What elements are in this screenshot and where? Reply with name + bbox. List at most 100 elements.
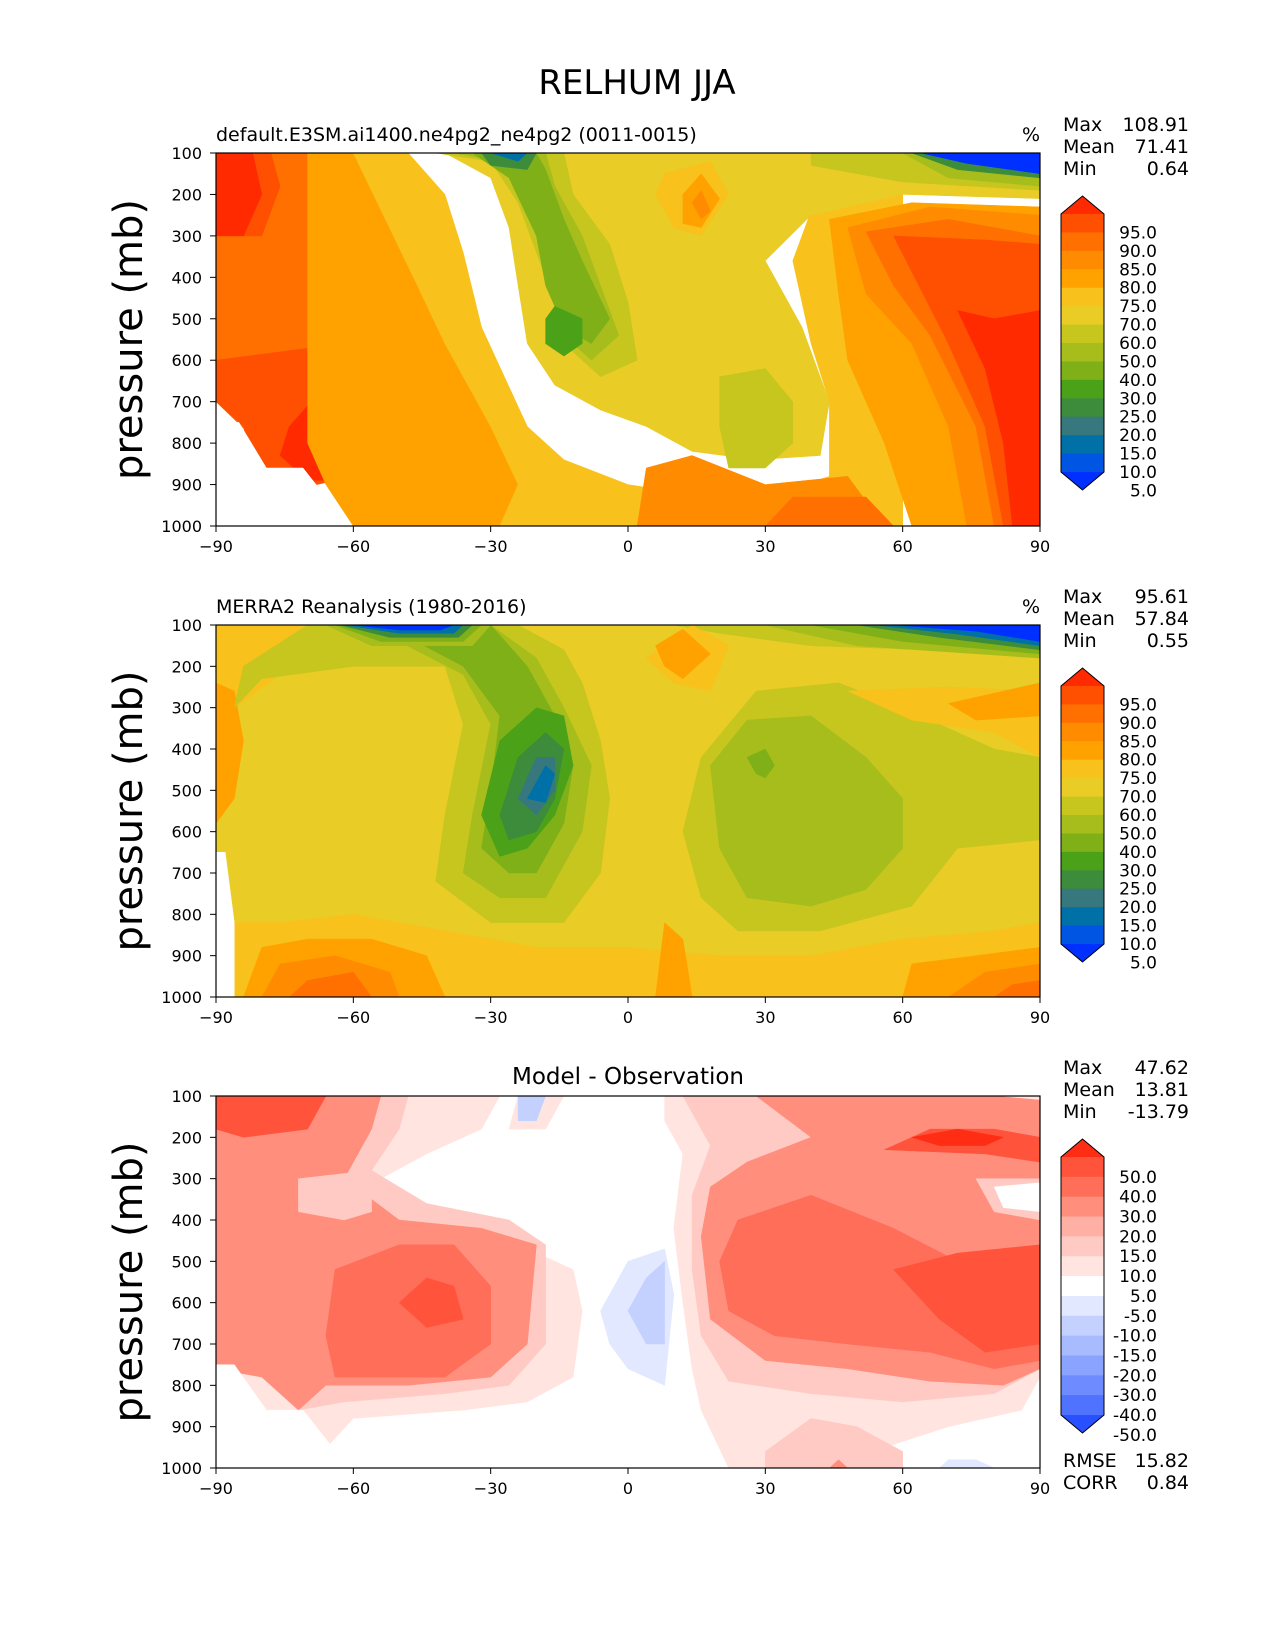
y-axis-label: pressure (mb)	[106, 670, 152, 951]
y-tick-label: 400	[171, 268, 202, 287]
stat-value: 57.84	[1135, 608, 1189, 630]
y-tick-label: 500	[171, 310, 202, 329]
colorbar-swatch	[1061, 704, 1104, 724]
x-tick-label: −90	[199, 1479, 233, 1498]
x-tick-label: 60	[892, 1008, 912, 1027]
colorbar-tick-label: 30.0	[1119, 389, 1157, 409]
colorbar-tick-label: 40.0	[1119, 371, 1157, 391]
stat-label: Min	[1063, 1101, 1097, 1123]
contour-region	[545, 306, 583, 357]
colorbar-swatch	[1061, 1355, 1104, 1376]
footer-stat-value: 15.82	[1135, 1450, 1189, 1472]
colorbar-swatch	[1061, 269, 1104, 289]
stat-label: Max	[1063, 114, 1102, 136]
x-tick-label: 90	[1030, 537, 1050, 556]
stat-value: 108.91	[1123, 114, 1189, 136]
y-tick-label: 1000	[161, 988, 202, 1007]
x-tick-label: −30	[474, 1479, 508, 1498]
colorbar-swatch	[1061, 907, 1104, 927]
colorbar-tick-label: 25.0	[1119, 880, 1157, 900]
contour-region	[527, 765, 556, 803]
x-tick-label: 0	[623, 1008, 633, 1027]
colorbar-swatch	[1061, 214, 1104, 234]
colorbar-swatch	[1061, 250, 1104, 270]
y-tick-label: 200	[171, 1128, 202, 1147]
colorbar-swatch	[1061, 1196, 1104, 1218]
colorbar-swatch	[1061, 686, 1104, 706]
footer-stat-label: CORR	[1063, 1472, 1118, 1494]
colorbar-tick-label: 75.0	[1119, 297, 1157, 317]
y-tick-label: 900	[171, 947, 202, 966]
colorbar-tick-label: -20.0	[1113, 1366, 1157, 1386]
colorbar-swatch	[1061, 741, 1104, 761]
contour-region	[655, 628, 711, 679]
colorbar-tick-label: -50.0	[1113, 1426, 1157, 1446]
contour-region	[765, 1418, 903, 1468]
colorbar-tick-label: 95.0	[1119, 223, 1157, 243]
units-label: %	[1022, 124, 1040, 146]
colorbar-swatch	[1061, 759, 1104, 779]
contour-region	[993, 980, 1040, 997]
contour-region	[893, 1244, 1040, 1353]
colorbar-swatch	[1061, 435, 1104, 455]
colorbar-tick-label: 80.0	[1119, 751, 1157, 771]
contour-region	[829, 1459, 848, 1468]
colorbar-swatch	[1061, 778, 1104, 798]
colorbar-swatch	[1061, 379, 1104, 399]
contour-region	[216, 153, 263, 237]
y-tick-label: 300	[171, 699, 202, 718]
stat-value: -13.79	[1128, 1101, 1189, 1123]
colorbar-swatch	[1061, 287, 1104, 307]
contour-region	[216, 1096, 327, 1138]
x-tick-label: −60	[336, 537, 370, 556]
contour-region	[765, 496, 894, 526]
y-tick-label: 500	[171, 781, 202, 800]
stat-value: 13.81	[1135, 1079, 1189, 1101]
colorbar-tick-label: 70.0	[1119, 788, 1157, 808]
contour-region	[993, 1182, 1040, 1212]
colorbar: 50.040.030.020.015.010.05.0-5.0-10.0-15.…	[1060, 1138, 1157, 1446]
colorbar-tick-label: -5.0	[1124, 1307, 1157, 1327]
contour-region	[957, 310, 1040, 526]
colorbar-outline	[1060, 667, 1105, 963]
colorbar-swatch	[1061, 453, 1104, 473]
figure-title: RELHUM JJA	[538, 63, 735, 103]
contour-region	[627, 1261, 665, 1345]
colorbar-swatch	[1061, 1176, 1104, 1198]
colorbar-swatch	[1061, 343, 1104, 363]
colorbar-swatch	[1061, 833, 1104, 853]
stat-label: Min	[1063, 630, 1097, 652]
panel-title: MERRA2 Reanalysis (1980-2016)	[216, 596, 527, 618]
y-tick-label: 200	[171, 185, 202, 204]
stat-label: Min	[1063, 158, 1097, 180]
panel-title: Model - Observation	[512, 1064, 744, 1090]
contour-region	[298, 1170, 372, 1221]
y-tick-label: 900	[171, 476, 202, 495]
stat-value: 0.55	[1147, 630, 1189, 652]
colorbar-extend-max	[1061, 668, 1104, 686]
stat-label: Max	[1063, 1057, 1102, 1079]
x-tick-label: 60	[892, 537, 912, 556]
colorbar-tick-label: -40.0	[1113, 1406, 1157, 1426]
colorbar-tick-label: 10.0	[1119, 935, 1157, 955]
colorbar-tick-label: 60.0	[1119, 334, 1157, 354]
contour-region	[216, 422, 350, 526]
colorbar-extend-min	[1061, 1415, 1104, 1433]
colorbar-extend-max	[1061, 196, 1104, 214]
colorbar-tick-label: 85.0	[1119, 732, 1157, 752]
colorbar-tick-label: 90.0	[1119, 242, 1157, 262]
contour-region	[655, 922, 693, 997]
contour-fill	[216, 625, 1040, 997]
y-tick-label: 600	[171, 1294, 202, 1313]
colorbar-tick-label: 15.0	[1119, 917, 1157, 937]
colorbar-swatch	[1061, 1216, 1104, 1237]
colorbar-swatch	[1061, 870, 1104, 890]
colorbar-tick-label: 30.0	[1119, 1208, 1157, 1228]
contour-region	[893, 625, 1040, 642]
colorbar-tick-label: 50.0	[1119, 1168, 1157, 1188]
colorbar-tick-label: 75.0	[1119, 769, 1157, 789]
stat-value: 0.64	[1147, 158, 1189, 180]
contour-region	[288, 971, 372, 997]
